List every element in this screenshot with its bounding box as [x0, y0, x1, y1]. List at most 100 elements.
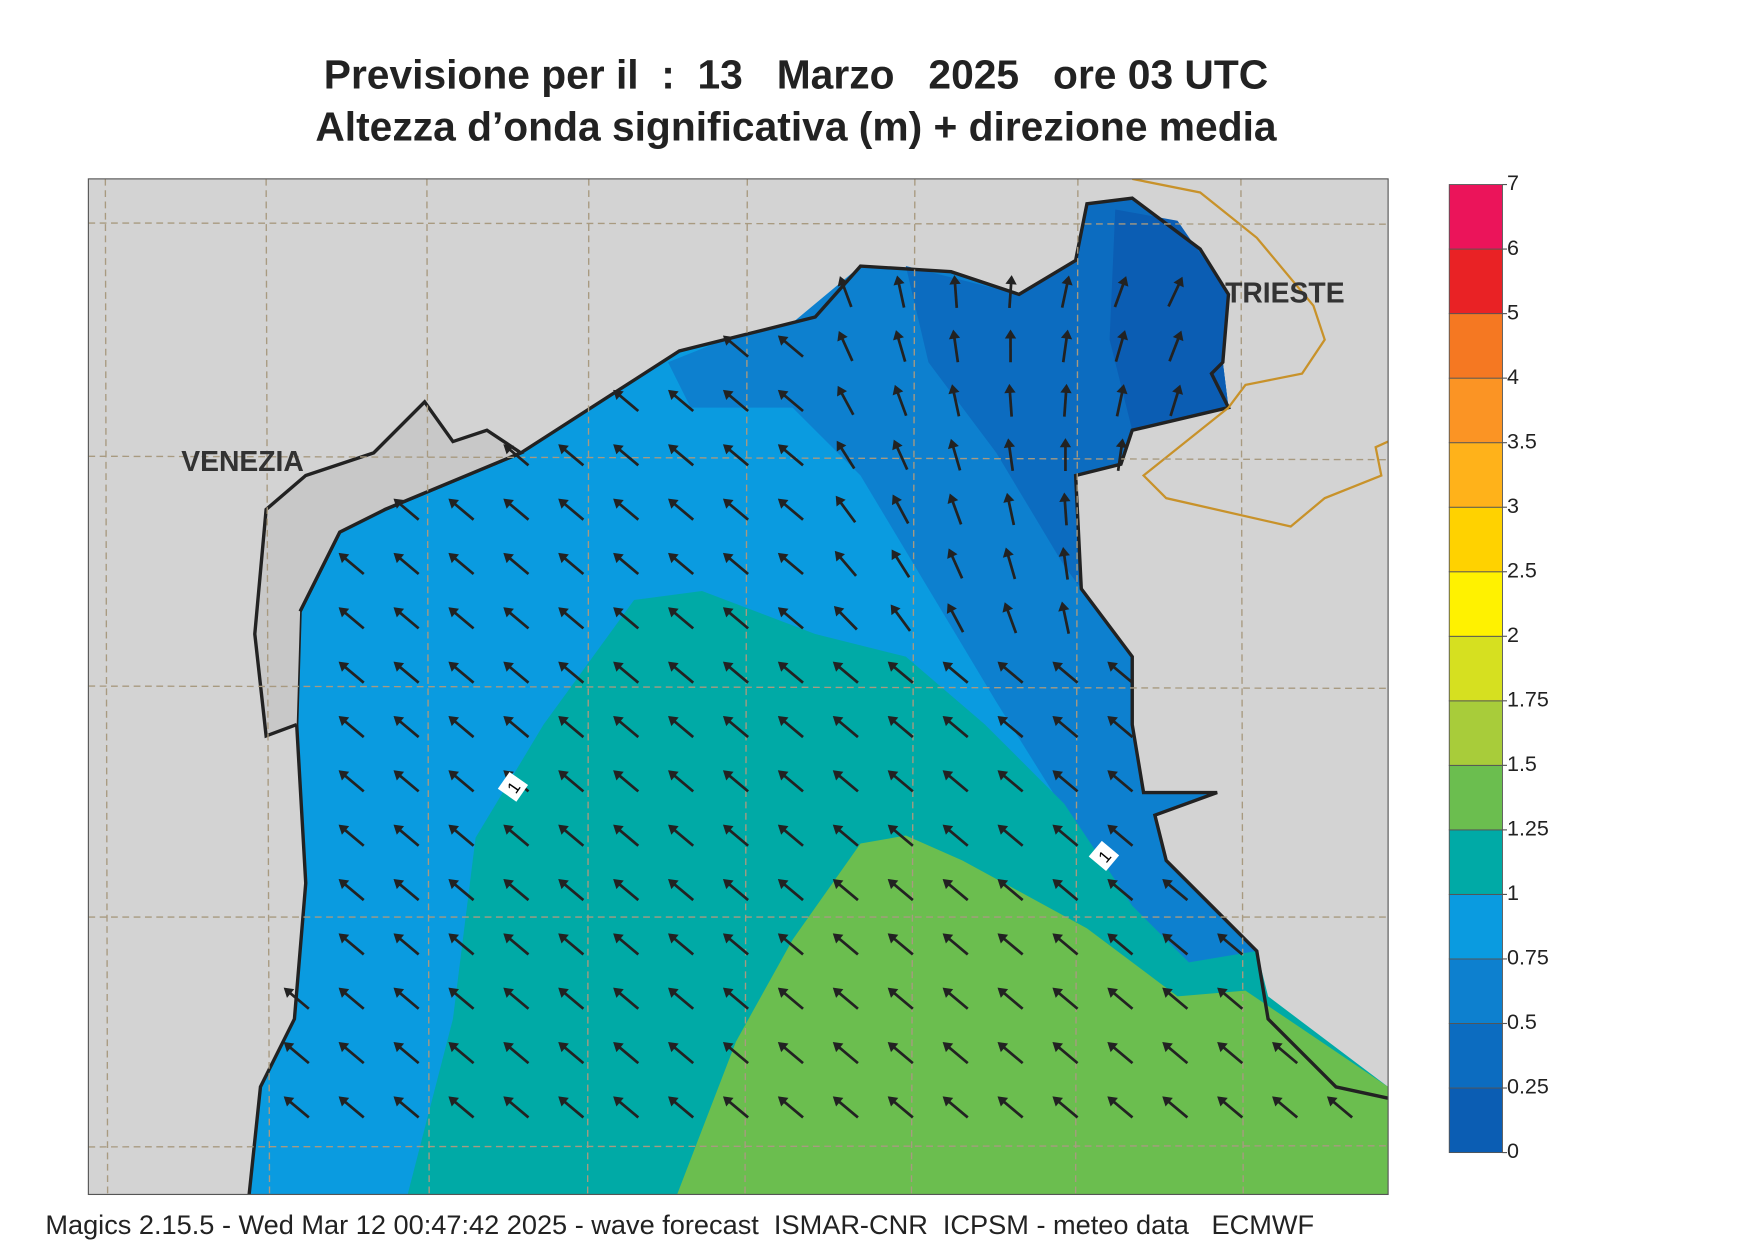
arrow-head	[832, 770, 844, 781]
arrow	[668, 878, 695, 902]
arrow-head	[777, 770, 789, 781]
arrow-head	[949, 275, 961, 285]
arrow-head	[668, 1096, 679, 1107]
arrow-head	[393, 1042, 405, 1053]
arrow	[1058, 547, 1070, 580]
arrow-head	[668, 824, 679, 835]
colorbar-label: 4	[1507, 365, 1519, 389]
arrow-head	[997, 715, 1009, 727]
arrow-head	[722, 824, 734, 835]
arrow	[668, 770, 695, 793]
arrow-head	[887, 1042, 899, 1053]
arrow-head	[1217, 933, 1228, 944]
arrow	[503, 1096, 530, 1119]
arrow	[777, 1042, 804, 1065]
colorbar-bin	[1448, 313, 1503, 379]
colorbar-bin	[1448, 377, 1503, 444]
arrow	[668, 987, 695, 1010]
arrow	[949, 275, 961, 309]
arrow-head	[613, 933, 624, 944]
arrow-head	[503, 498, 514, 509]
arrow	[448, 878, 475, 902]
arrow-head	[777, 987, 789, 998]
arrow	[887, 661, 914, 684]
arrow-head	[832, 1042, 844, 1053]
arrow	[1107, 987, 1134, 1010]
arrow-head	[668, 1042, 679, 1053]
arrow-head	[997, 661, 1009, 672]
arrow-head	[777, 933, 789, 944]
arrow-head	[887, 987, 899, 998]
arrow	[668, 607, 695, 630]
arrow-head	[613, 878, 624, 890]
arrow-head	[448, 1042, 459, 1053]
arrow-head	[997, 878, 1009, 890]
arrow	[393, 770, 420, 793]
arrow-head	[777, 389, 789, 401]
arrow-head	[722, 389, 734, 401]
arrow	[338, 878, 365, 902]
arrow	[1217, 1042, 1244, 1065]
arrow-head	[613, 770, 624, 781]
arrow	[1052, 1042, 1079, 1065]
arrow	[832, 770, 859, 793]
arrow	[613, 444, 640, 467]
arrow-head	[613, 1096, 624, 1107]
arrow	[668, 1096, 695, 1119]
arrow	[1115, 438, 1128, 472]
arrow	[832, 824, 859, 847]
arrow	[947, 548, 964, 579]
arrow-head	[942, 1042, 954, 1053]
arrow	[613, 607, 640, 630]
arrow-head	[503, 987, 514, 998]
arrow-head	[338, 987, 350, 998]
arrow	[558, 1042, 585, 1065]
arrow-head	[1052, 824, 1064, 835]
arrow	[997, 824, 1024, 847]
arrow	[393, 661, 420, 684]
arrow	[947, 438, 962, 471]
arrow	[1162, 1096, 1189, 1119]
colorbar-label: 0.75	[1507, 946, 1549, 970]
arrow	[558, 1096, 585, 1119]
arrow	[1168, 330, 1184, 362]
arrow	[613, 987, 640, 1010]
arrow	[338, 824, 365, 847]
arrow-head	[777, 607, 789, 618]
arrow	[1272, 1096, 1299, 1119]
arrow	[722, 824, 749, 847]
arrow	[338, 987, 365, 1010]
arrow	[613, 389, 640, 413]
arrow-head	[613, 661, 624, 672]
arrow	[613, 715, 640, 739]
arrow-head	[1107, 661, 1118, 672]
arrow	[887, 770, 914, 793]
arrow	[503, 444, 530, 467]
arrow	[832, 715, 859, 739]
arrow-head	[283, 987, 295, 998]
arrow	[997, 933, 1024, 956]
arrow-head	[835, 495, 846, 507]
arrow-head	[1052, 770, 1064, 781]
arrow-head	[1003, 438, 1016, 449]
arrow-head	[777, 1042, 789, 1053]
arrow-head	[948, 329, 961, 340]
arrow-head	[393, 607, 405, 618]
border	[1132, 178, 1389, 528]
arrow	[393, 607, 420, 630]
arrow	[613, 661, 640, 684]
arrow	[503, 1042, 530, 1065]
arrow-head	[948, 384, 960, 395]
arrow	[1113, 276, 1129, 308]
arrow	[1217, 987, 1244, 1010]
arrow-head	[942, 933, 954, 944]
arrow	[777, 607, 804, 630]
arrow-head	[887, 661, 899, 672]
arrow	[393, 1096, 420, 1119]
arrow	[837, 276, 853, 308]
arrow-head	[1172, 330, 1184, 342]
arrow-head	[1058, 601, 1070, 612]
colorbar-bin	[1448, 829, 1503, 895]
colorbar-label: 1	[1507, 881, 1519, 905]
arrow-head	[448, 824, 459, 835]
